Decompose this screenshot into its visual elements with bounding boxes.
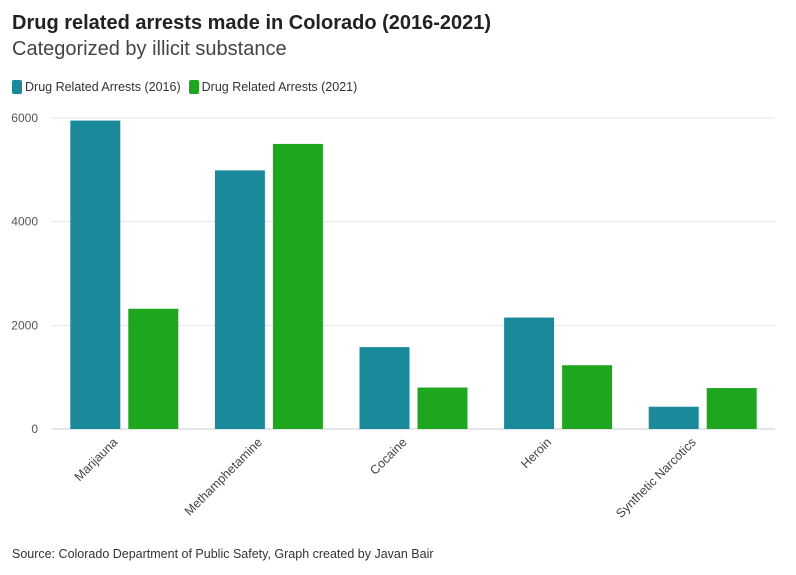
legend: Drug Related Arrests (2016) Drug Related…	[12, 80, 365, 94]
legend-item-2021[interactable]: Drug Related Arrests (2021)	[188, 80, 358, 94]
bar-2021[interactable]	[562, 365, 613, 429]
x-tick-label: Methamphetamine	[182, 435, 265, 518]
x-tick-label: Synthetic Narcotics	[613, 435, 699, 521]
bar-2016[interactable]	[359, 347, 410, 429]
y-tick-label: 0	[31, 422, 38, 436]
bar-2021[interactable]	[272, 143, 323, 429]
y-tick-label: 2000	[11, 318, 38, 332]
bar-2021[interactable]	[706, 388, 757, 429]
x-tick-label: Heroin	[518, 435, 554, 471]
bar-2016[interactable]	[504, 317, 555, 429]
legend-swatch-2021	[188, 80, 199, 94]
chart-title: Drug related arrests made in Colorado (2…	[12, 12, 492, 34]
y-tick-label: 4000	[11, 215, 38, 229]
bar-chart: 0 2000 4000 6000 Marijauna Methamphetamine Coc…	[11, 111, 775, 521]
legend-swatch-2016	[12, 80, 22, 94]
bar-2016[interactable]	[214, 170, 265, 429]
legend-label-2021: Drug Related Arrests (2021)	[201, 80, 358, 94]
source-note: Source: Colorado Department of Public Sa…	[12, 547, 434, 561]
legend-item-2016[interactable]: Drug Related Arrests (2016)	[12, 80, 181, 94]
y-tick-label: 6000	[11, 111, 38, 125]
x-tick-label: Cocaine	[367, 435, 409, 477]
chart-subtitle: Categorized by illicit substance	[12, 38, 287, 60]
legend-label-2016: Drug Related Arrests (2016)	[25, 80, 181, 94]
bar-2021[interactable]	[417, 387, 468, 429]
x-tick-label: Marijauna	[72, 435, 121, 484]
bar-2016[interactable]	[648, 406, 699, 429]
bar-2016[interactable]	[70, 120, 121, 429]
bar-2021[interactable]	[128, 308, 179, 429]
